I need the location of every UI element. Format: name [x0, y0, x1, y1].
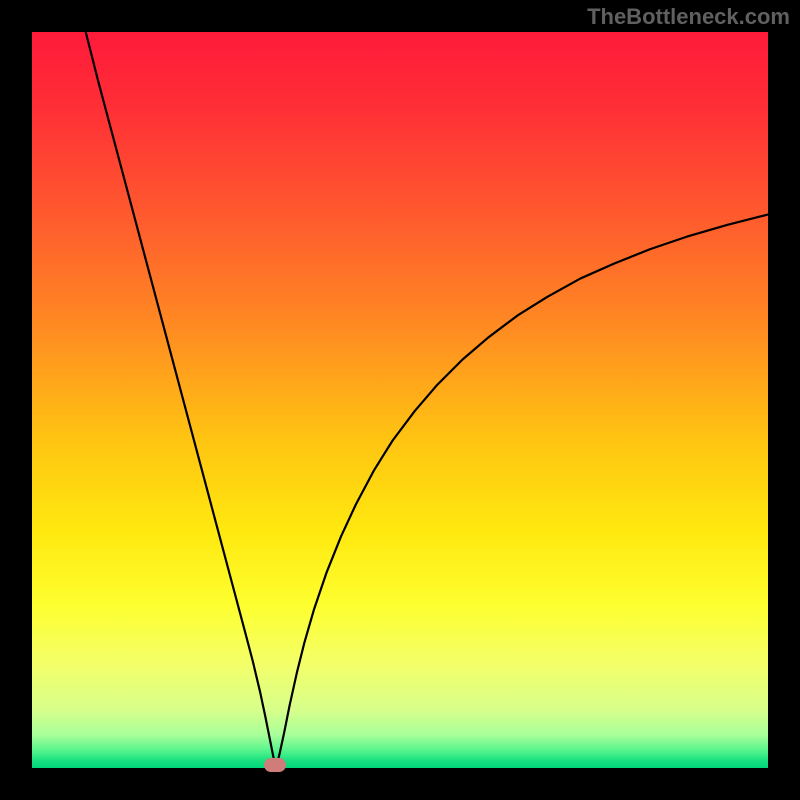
plot-area — [32, 32, 768, 768]
watermark-text: TheBottleneck.com — [587, 4, 790, 30]
chart-canvas: TheBottleneck.com — [0, 0, 800, 800]
optimum-marker — [264, 758, 286, 772]
plot-svg — [32, 32, 768, 768]
